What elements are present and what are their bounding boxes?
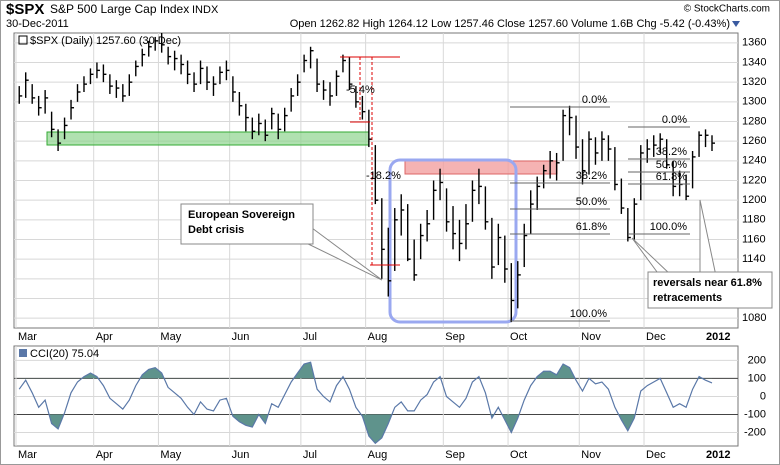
crisis-box xyxy=(388,158,518,324)
x-tick-label: Sep xyxy=(445,449,465,461)
x-tick-label: Jun xyxy=(232,331,250,343)
symbol: $SPX xyxy=(6,1,44,18)
x-tick-label: Sep xyxy=(445,331,465,343)
fib-label: 100.0% xyxy=(570,308,608,320)
copyright: © StockCharts.com xyxy=(684,4,770,15)
fib-label: 50.0% xyxy=(576,196,607,208)
security-name: S&P 500 Large Cap Index xyxy=(50,2,189,16)
fib-label: 0.0% xyxy=(582,94,607,106)
y-tick-label: 1140 xyxy=(742,253,766,265)
x-tick-label: Oct xyxy=(510,331,527,343)
y-tick-label: 1160 xyxy=(742,233,766,245)
x-tick-label: Aug xyxy=(368,449,388,461)
y-tick-label: 1240 xyxy=(742,155,766,167)
y-tick-label: 1300 xyxy=(742,96,766,108)
annotation: -5.4% xyxy=(346,84,375,96)
y-tick-label: 1260 xyxy=(742,135,766,147)
y-tick-label: 1180 xyxy=(742,214,766,226)
x-tick-label: Apr xyxy=(96,449,113,461)
callout-box xyxy=(180,203,314,245)
y-tick-label: 1080 xyxy=(742,312,766,324)
legend-swatch xyxy=(18,35,28,45)
callout-text: reversals near 61.8% xyxy=(653,277,762,289)
callout-text: retracements xyxy=(653,292,722,304)
callout-pointer xyxy=(631,199,717,277)
x-tick-label: Dec xyxy=(646,331,666,343)
fib-label: 50.0% xyxy=(656,159,687,171)
y-tick-label: 1220 xyxy=(742,174,766,186)
y-tick-label: 1360 xyxy=(742,37,766,49)
x-tick-label: Jun xyxy=(232,449,250,461)
fib-label: 61.8% xyxy=(656,171,687,183)
fib-label: 38.2% xyxy=(656,146,687,158)
cci-line xyxy=(18,361,713,445)
dropdown-arrow[interactable] xyxy=(732,21,740,27)
annotation: -18.2% xyxy=(366,170,401,182)
y-tick-label: 200 xyxy=(748,354,766,366)
legend-swatch xyxy=(19,349,27,357)
y-tick-label: 1200 xyxy=(742,194,766,206)
x-tick-label: Nov xyxy=(581,331,601,343)
date: 30-Dec-2011 xyxy=(6,18,69,30)
x-tick-label: Dec xyxy=(646,449,666,461)
x-tick-label: Aug xyxy=(368,331,388,343)
x-tick-label: Apr xyxy=(96,331,113,343)
fib-label: 100.0% xyxy=(650,221,688,233)
y-tick-label: 1320 xyxy=(742,76,766,88)
x-tick-label: Jul xyxy=(303,449,317,461)
x-tick-label: Jul xyxy=(303,331,317,343)
x-tick-label: Mar xyxy=(18,449,37,461)
y-tick-label: 1340 xyxy=(742,56,766,68)
resistance-zone xyxy=(404,160,558,175)
x-tick-label: Oct xyxy=(510,449,527,461)
y-tick-label: -200 xyxy=(744,426,766,438)
legend: CCI(20) 75.04 xyxy=(30,348,99,360)
quote: Open 1262.82 High 1264.12 Low 1257.46 Cl… xyxy=(290,18,730,30)
fib-label: 61.8% xyxy=(576,221,607,233)
legend: $SPX (Daily) 1257.60 (30 Dec) xyxy=(30,35,181,47)
fib-label: 38.2% xyxy=(576,170,607,182)
exchange: INDX xyxy=(192,4,219,16)
support-zone xyxy=(46,131,370,146)
x-tick-label: Mar xyxy=(18,331,37,343)
x-end-label: 2012 xyxy=(706,449,730,461)
callout-text: European Sovereign xyxy=(188,209,295,221)
y-tick-label: -100 xyxy=(744,408,766,420)
x-end-label: 2012 xyxy=(706,331,730,343)
callout-box xyxy=(647,271,773,309)
x-tick-label: May xyxy=(160,449,181,461)
y-tick-label: 0 xyxy=(760,390,766,402)
y-tick-label: 100 xyxy=(748,372,766,384)
callout-pointer xyxy=(299,227,383,281)
y-tick-label: 1280 xyxy=(742,115,766,127)
fib-label: 0.0% xyxy=(662,114,687,126)
x-tick-label: Nov xyxy=(581,449,601,461)
callout-text: Debt crisis xyxy=(188,224,244,236)
x-tick-label: May xyxy=(160,331,181,343)
